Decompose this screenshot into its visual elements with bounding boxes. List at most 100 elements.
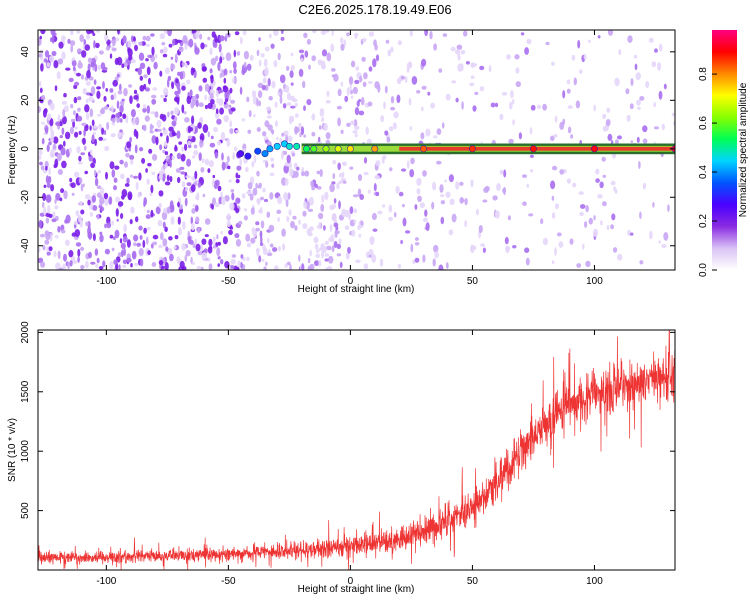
spectrogram-noise-cell xyxy=(78,177,83,184)
spectrogram-noise-cell xyxy=(73,220,78,225)
spectrogram-noise-cell xyxy=(381,156,385,164)
spectrogram-noise-cell xyxy=(360,97,365,106)
spectrogram-noise-cell xyxy=(237,174,241,179)
spectrogram-noise-cell xyxy=(187,140,192,146)
spectrogram-noise-cell xyxy=(294,126,300,133)
spectrogram-noise-cell xyxy=(163,97,167,102)
spectrogram-noise-cell xyxy=(133,37,136,42)
spectrogram-noise-cell xyxy=(101,107,105,113)
spectrogram-noise-cell xyxy=(165,162,168,169)
spectrogram-noise-cell xyxy=(238,220,243,225)
spectrogram-noise-cell xyxy=(377,84,381,93)
spectrogram-noise-cell xyxy=(281,228,286,237)
spectrogram-noise-cell xyxy=(40,30,46,35)
spectrogram-noise-cell xyxy=(198,152,202,161)
spectrogram-noise-cell xyxy=(235,239,242,247)
spectrogram-noise-cell xyxy=(228,229,233,236)
spectrogram-noise-cell xyxy=(69,260,73,267)
spectrogram-noise-cell xyxy=(388,126,394,132)
spectrogram-noise-cell xyxy=(151,94,157,99)
spectrogram-noise-cell xyxy=(626,114,631,122)
spectrogram-noise-cell xyxy=(338,238,342,245)
spectrogram-noise-cell xyxy=(194,45,198,51)
spectrogram-noise-cell xyxy=(332,173,336,180)
spectrogram-noise-cell xyxy=(434,251,439,259)
spectrogram-noise-cell xyxy=(451,80,457,84)
spectrogram-noise-cell xyxy=(343,39,347,47)
spectrogram-noise-cell xyxy=(350,90,353,95)
spectrogram-noise-cell xyxy=(239,36,243,45)
spectrogram-noise-cell xyxy=(414,237,419,241)
spectrogram-noise-cell xyxy=(61,51,66,60)
spectrogram-noise-cell xyxy=(89,125,92,131)
spectrogram-noise-cell xyxy=(328,255,334,264)
spectrogram-noise-cell xyxy=(579,69,583,74)
spectrogram-noise-cell xyxy=(89,108,94,118)
spectrogram-noise-cell xyxy=(111,220,114,226)
spectrogram-noise-cell xyxy=(143,74,148,79)
spectrogram-noise-cell xyxy=(38,149,43,155)
spectrogram-noise-cell xyxy=(174,96,180,103)
spectrogram-noise-cell xyxy=(41,94,46,101)
spectrogram-noise-cell xyxy=(204,104,208,110)
spectrogram-noise-cell xyxy=(283,164,290,174)
spectrogram-noise-cell xyxy=(323,225,326,231)
spectrogram-noise-cell xyxy=(150,111,156,115)
spectrogram-noise-cell xyxy=(103,106,109,110)
spectrogram-noise-cell xyxy=(585,205,589,213)
spectrogram-noise-cell xyxy=(607,30,614,36)
spectrogram-noise-cell xyxy=(274,101,278,108)
spectrogram-noise-cell xyxy=(354,107,360,116)
spectrogram-noise-cell xyxy=(395,186,400,194)
spectrogram-noise-cell xyxy=(74,131,79,138)
spectrogram-noise-cell xyxy=(291,152,296,157)
spectrogram-noise-cell xyxy=(130,263,133,268)
spectrogram-noise-cell xyxy=(605,119,611,127)
spectrogram-noise-cell xyxy=(508,138,514,145)
spectrogram-noise-cell xyxy=(253,114,256,118)
spectrogram-noise-cell xyxy=(354,34,358,39)
spectrogram-noise-cell xyxy=(60,188,65,194)
spectrogram-noise-cell xyxy=(74,81,80,86)
spectrogram-noise-cell xyxy=(553,134,558,138)
spectrogram-noise-cell xyxy=(62,115,67,125)
spectrogram-noise-cell xyxy=(320,60,326,69)
spectrogram-noise-cell xyxy=(92,205,98,211)
spectrogram-noise-cell xyxy=(266,115,272,119)
spectrogram-noise-cell xyxy=(438,264,444,270)
spectrogram-noise-cell xyxy=(301,263,304,270)
spectrogram-noise-cell xyxy=(181,104,185,114)
spectrogram-noise-cell xyxy=(404,230,411,234)
spectrogram-noise-cell xyxy=(270,43,275,49)
spectrogram-noise-cell xyxy=(625,88,630,95)
spectrogram-noise-cell xyxy=(121,63,125,69)
spectrogram-noise-cell xyxy=(280,30,284,34)
spectrogram-noise-cell xyxy=(111,39,117,44)
spectrogram-noise-cell xyxy=(522,201,527,206)
spectrogram-noise-cell xyxy=(69,126,74,135)
spectrogram-noise-cell xyxy=(56,153,62,161)
spectrogram-noise-cell xyxy=(94,248,99,256)
spectrogram-noise-cell xyxy=(57,169,64,175)
carrier-track-point xyxy=(334,145,342,153)
spectrogram-noise-cell xyxy=(241,193,246,199)
spectrogram-noise-cell xyxy=(210,57,217,66)
spectrogram-noise-cell xyxy=(396,94,401,104)
spectrogram-noise-cell xyxy=(40,233,45,238)
spectrogram-noise-cell xyxy=(249,54,254,61)
spectrogram-noise-cell xyxy=(109,161,115,170)
spectrogram-noise-cell xyxy=(515,81,521,88)
spectrogram-noise-cell xyxy=(653,102,656,108)
spectrogram-noise-cell xyxy=(235,172,239,179)
spectrogram-noise-cell xyxy=(46,62,50,68)
spectrogram-noise-cell xyxy=(420,132,425,140)
spectrogram-noise-cell xyxy=(524,47,529,55)
spectrogram-noise-cell xyxy=(303,134,307,138)
spectrogram-noise-cell xyxy=(201,158,205,164)
spectrogram-noise-cell xyxy=(354,79,360,85)
spectrogram-noise-cell xyxy=(130,174,133,178)
spectrogram-noise-cell xyxy=(151,135,157,144)
spectrogram-noise-cell xyxy=(214,111,220,119)
spectrogram-noise-cell xyxy=(246,242,252,248)
